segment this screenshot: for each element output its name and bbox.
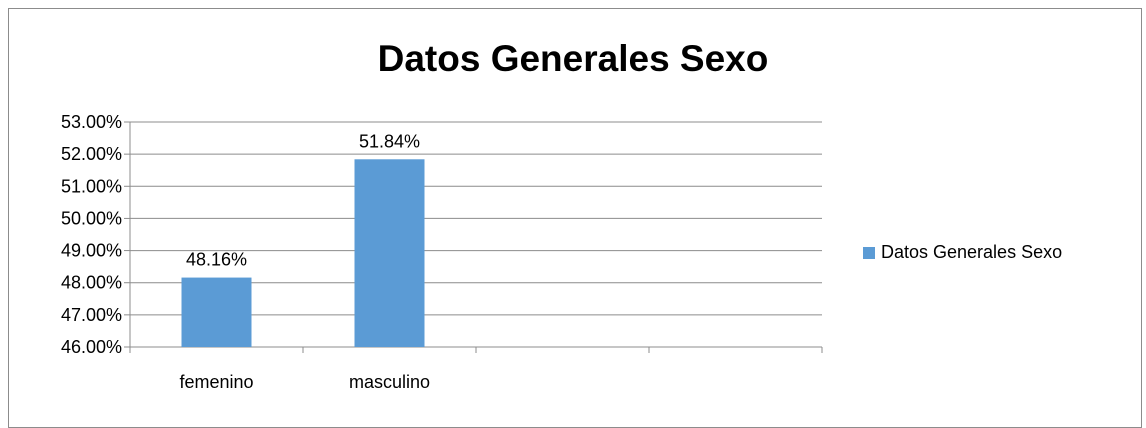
y-tick-label: 47.00% xyxy=(61,305,122,325)
data-label: 51.84% xyxy=(359,131,420,151)
y-tick-label: 48.00% xyxy=(61,273,122,293)
y-tick-label: 52.00% xyxy=(61,144,122,164)
x-tick-label: femenino xyxy=(179,372,253,392)
x-tick-label: masculino xyxy=(349,372,430,392)
y-tick-label: 46.00% xyxy=(61,337,122,357)
data-label: 48.16% xyxy=(186,250,247,270)
bar-femenino xyxy=(181,277,252,347)
legend-swatch xyxy=(863,246,875,259)
y-tick-label: 51.00% xyxy=(61,176,122,196)
plot-area: 46.00% 47.00% 48.00% 49.00% 50.00% 51.00% 52.0… xyxy=(61,112,823,392)
legend: Datos Generales Sexo xyxy=(863,242,1062,263)
y-tick-label: 50.00% xyxy=(61,208,122,228)
bar-masculino xyxy=(354,159,425,347)
y-tick-label: 53.00% xyxy=(61,112,122,132)
chart-title: Datos Generales Sexo xyxy=(377,38,769,79)
legend-label: Datos Generales Sexo xyxy=(881,242,1063,262)
y-tick-label: 49.00% xyxy=(61,241,122,261)
